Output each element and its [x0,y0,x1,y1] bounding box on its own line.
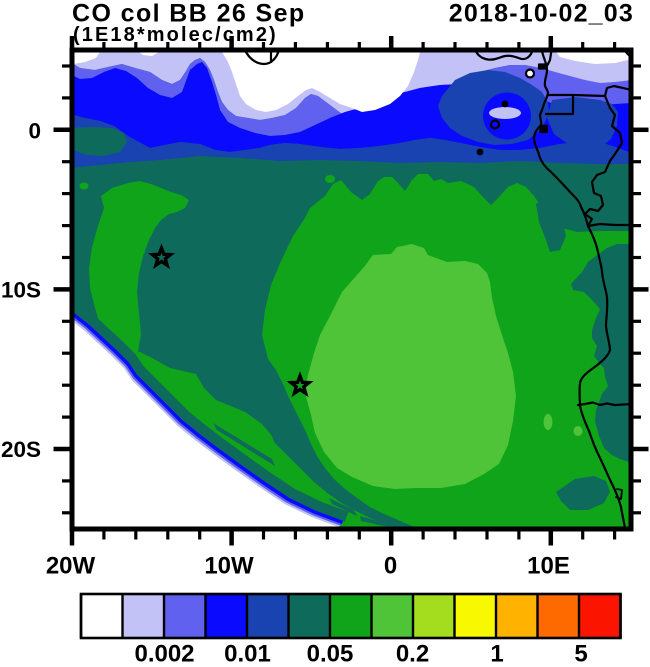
svg-text:1: 1 [490,641,503,667]
svg-text:10S: 10S [1,278,41,303]
svg-text:0.01: 0.01 [224,641,271,667]
svg-text:CO col BB 26 Sep: CO col BB 26 Sep [72,0,306,28]
svg-text:0: 0 [28,119,41,144]
svg-text:2018-10-02_03: 2018-10-02_03 [449,0,634,28]
svg-text:10W: 10W [204,553,254,580]
svg-text:10E: 10E [527,553,570,580]
svg-text:0.2: 0.2 [396,641,429,667]
svg-text:0.05: 0.05 [307,641,354,667]
svg-text:0.002: 0.002 [134,641,194,667]
svg-text:(1E18*molec/cm2): (1E18*molec/cm2) [73,24,278,46]
svg-text:0: 0 [384,553,397,580]
svg-text:20W: 20W [46,553,96,580]
svg-text:5: 5 [574,641,587,667]
svg-text:20S: 20S [1,437,41,462]
